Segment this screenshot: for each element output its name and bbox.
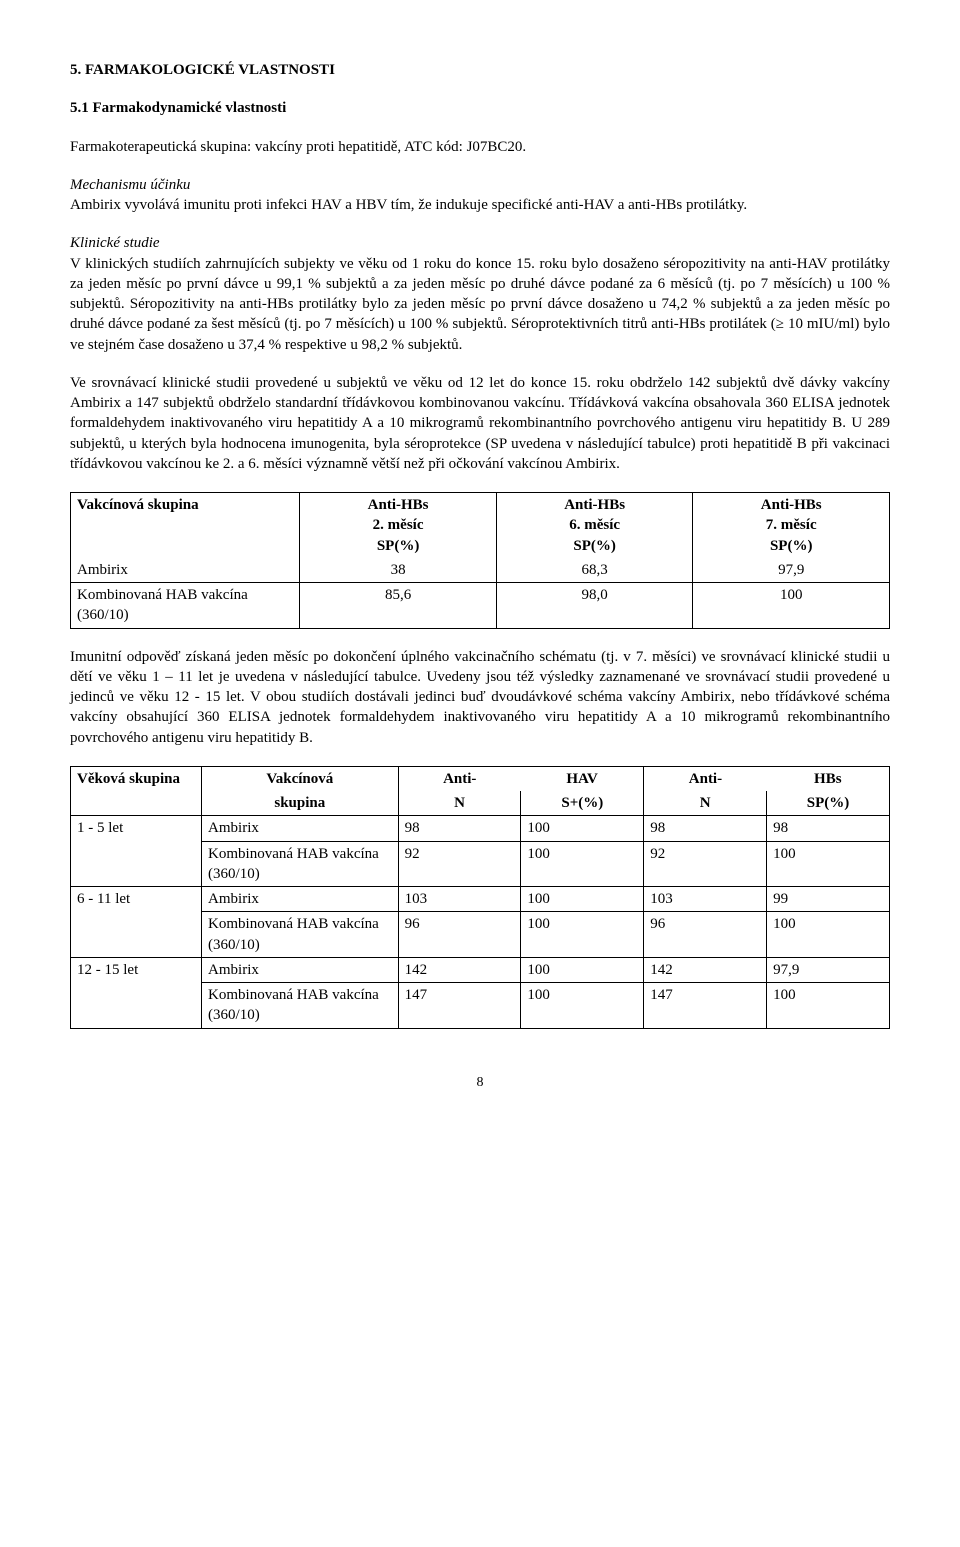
table-header-col3-line2: 6. měsíc <box>569 517 620 533</box>
table-cell: 100 <box>521 841 644 887</box>
clinical-paragraph-1: Klinické studie V klinických studiích za… <box>70 233 890 355</box>
table-cell: 96 <box>398 912 521 958</box>
mechanism-body: Ambirix vyvolává imunitu proti infekci H… <box>70 197 747 213</box>
clinical-paragraph-2: Ve srovnávací klinické studii provedené … <box>70 373 890 474</box>
table-header-anti-1: Anti- <box>443 771 476 787</box>
table-cell-age-6-11: 6 - 11 let <box>71 887 202 958</box>
table-header-sp: SP(%) <box>807 795 850 811</box>
table-cell-kombinovana: Kombinovaná HAB vakcína (360/10) <box>71 583 300 629</box>
table-header-vaccine: Vakcínová <box>266 771 333 787</box>
table-row: 12 - 15 let Ambirix 142 100 142 97,9 <box>71 957 890 982</box>
table-cell: Kombinovaná HAB vakcína (360/10) <box>202 912 399 958</box>
table-cell: 100 <box>521 816 644 841</box>
table-header-col4-line3: SP(%) <box>770 538 813 554</box>
mid-paragraph: Imunitní odpověď získaná jeden měsíc po … <box>70 647 890 748</box>
table-header-col1: Vakcínová skupina <box>77 497 199 513</box>
table-cell: 142 <box>398 957 521 982</box>
table-header-age: Věková skupina <box>77 771 180 787</box>
table-header-n-1: N <box>454 795 465 811</box>
table-row: Ambirix 38 68,3 97,9 <box>71 558 890 583</box>
table-cell: 98 <box>767 816 890 841</box>
table-header-col3-line1: Anti-HBs <box>564 497 625 513</box>
table-row: Věková skupina Vakcínová Anti- HAV Anti-… <box>71 766 890 791</box>
table-cell: 98 <box>398 816 521 841</box>
table-cell: 147 <box>398 983 521 1029</box>
table-cell: 92 <box>644 841 767 887</box>
table-row: 1 - 5 let Ambirix 98 100 98 98 <box>71 816 890 841</box>
table-header-col2-line1: Anti-HBs <box>368 497 429 513</box>
table-cell: 100 <box>521 912 644 958</box>
table-cell: 92 <box>398 841 521 887</box>
table-cell: 100 <box>767 912 890 958</box>
table-cell: 147 <box>644 983 767 1029</box>
table-cell: 97,9 <box>693 558 890 583</box>
table-header-col2-line2: 2. měsíc <box>373 517 424 533</box>
table-cell: Ambirix <box>202 887 399 912</box>
table-cell: Kombinovaná HAB vakcína (360/10) <box>202 983 399 1029</box>
table-cell: 100 <box>767 841 890 887</box>
table-header-col2-line3: SP(%) <box>377 538 420 554</box>
mechanism-heading: Mechanismu účinku <box>70 177 190 193</box>
table-cell: 103 <box>398 887 521 912</box>
table-row: Vakcínová skupina Anti-HBs 2. měsíc SP(%… <box>71 493 890 558</box>
section-heading-5: 5. FARMAKOLOGICKÉ VLASTNOSTI <box>70 60 890 80</box>
clinical-body-1: V klinických studiích zahrnujících subje… <box>70 256 890 353</box>
table-cell: 99 <box>767 887 890 912</box>
table-cell: 100 <box>521 957 644 982</box>
table-row: Kombinovaná HAB vakcína (360/10) 85,6 98… <box>71 583 890 629</box>
table-header-hav: HAV <box>566 771 597 787</box>
table-cell: 103 <box>644 887 767 912</box>
table-header-anti-2: Anti- <box>689 771 722 787</box>
table-cell: 85,6 <box>300 583 497 629</box>
mechanism-paragraph: Mechanismu účinku Ambirix vyvolává imuni… <box>70 175 890 216</box>
table-cell: 38 <box>300 558 497 583</box>
table-cell-age-12-15: 12 - 15 let <box>71 957 202 1028</box>
table-cell: Ambirix <box>202 816 399 841</box>
table-header-col4-line1: Anti-HBs <box>761 497 822 513</box>
pharma-group: Farmakoterapeutická skupina: vakcíny pro… <box>70 137 890 157</box>
table-header-n-2: N <box>700 795 711 811</box>
table-header-col3-line3: SP(%) <box>573 538 616 554</box>
table-header-col4-line2: 7. měsíc <box>766 517 817 533</box>
table-header-hbs: HBs <box>814 771 842 787</box>
table-cell: 142 <box>644 957 767 982</box>
table-header-skupina: skupina <box>274 795 325 811</box>
table-cell: Ambirix <box>202 957 399 982</box>
clinical-heading: Klinické studie <box>70 235 160 251</box>
subsection-5-1: 5.1 Farmakodynamické vlastnosti <box>70 98 890 118</box>
table-cell: 98 <box>644 816 767 841</box>
table-cell: 100 <box>521 887 644 912</box>
table-cell: 98,0 <box>496 583 693 629</box>
page-number: 8 <box>70 1074 890 1093</box>
table-cell: Kombinovaná HAB vakcína (360/10) <box>202 841 399 887</box>
table-cell: 68,3 <box>496 558 693 583</box>
table-cell: 100 <box>693 583 890 629</box>
table-cell-ambirix: Ambirix <box>71 558 300 583</box>
table-cell: 100 <box>521 983 644 1029</box>
table-age-group: Věková skupina Vakcínová Anti- HAV Anti-… <box>70 766 890 1029</box>
table-row: 6 - 11 let Ambirix 103 100 103 99 <box>71 887 890 912</box>
table-cell: 100 <box>767 983 890 1029</box>
table-cell: 97,9 <box>767 957 890 982</box>
table-vaccine-group: Vakcínová skupina Anti-HBs 2. měsíc SP(%… <box>70 492 890 629</box>
table-cell: 96 <box>644 912 767 958</box>
table-cell-age-1-5: 1 - 5 let <box>71 816 202 887</box>
table-header-splus: S+(%) <box>561 795 603 811</box>
